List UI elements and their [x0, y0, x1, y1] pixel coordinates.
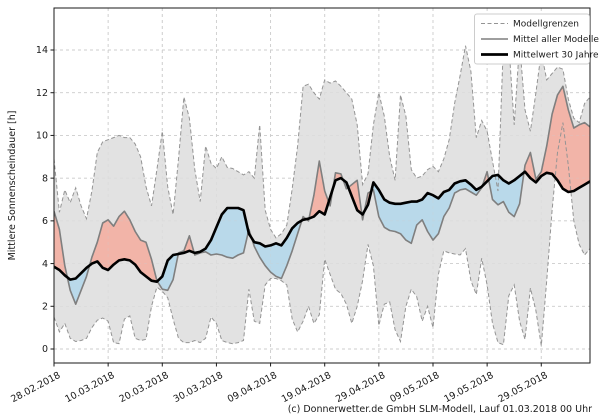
legend: Modellgrenzen Mittel aller Modelle Mittelw… — [474, 13, 599, 65]
legend-label: Mittelwert 30 Jahre — [513, 51, 599, 61]
model-mean-line — [54, 85, 590, 305]
y-tick-label: 10 — [36, 131, 48, 142]
y-tick-label: 4 — [42, 259, 48, 270]
below-normal-area — [67, 265, 90, 305]
above-normal-area — [524, 86, 590, 193]
above-normal-area — [348, 180, 362, 214]
y-tick-label: 6 — [42, 216, 48, 227]
legend-label: Modellgrenzen — [513, 20, 579, 30]
model-range-min-line — [54, 122, 590, 346]
copyright-caption: (c) Donnerwetter.de GmbH SLM-Modell, Lau… — [288, 404, 592, 415]
y-axis-label: Mittlere Sonnenscheindauer [h] — [7, 111, 18, 261]
plot-border — [53, 7, 591, 364]
y-tick-label: 12 — [36, 88, 48, 99]
y-tick-label: 14 — [36, 45, 48, 56]
mean-30y-line — [54, 170, 590, 283]
legend-label: Mittel aller Modelle — [513, 35, 599, 45]
model-range-edges — [54, 43, 590, 346]
y-tick-label: 2 — [42, 301, 48, 312]
below-normal-area — [371, 180, 483, 244]
below-normal-area — [488, 172, 525, 217]
y-tick-label: 8 — [42, 173, 48, 184]
below-normal-area — [157, 254, 179, 291]
model-mean-path — [54, 85, 590, 305]
y-tick-label: 0 — [42, 344, 48, 355]
legend-box — [474, 13, 590, 65]
y-axis-ticks: 0 2 4 6 8 10 12 14 — [36, 45, 54, 355]
above-normal-area — [89, 211, 158, 282]
axes — [53, 7, 591, 364]
above-normal-area — [308, 161, 329, 219]
mean-30y-path — [54, 170, 590, 283]
